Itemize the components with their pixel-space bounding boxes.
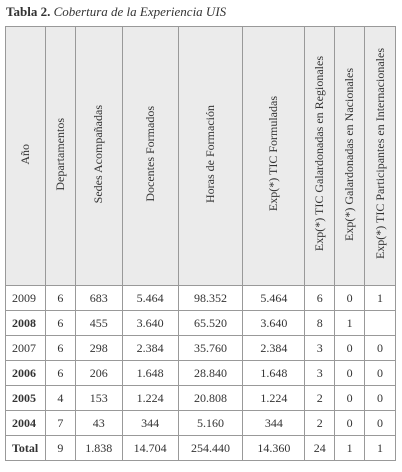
table-cell: 98.352 bbox=[177, 285, 244, 311]
coverage-table: Año Departamentos Sedes Acompañadas Docente… bbox=[5, 26, 396, 461]
table-cell: 24 bbox=[304, 435, 336, 461]
table-row: 2009 6 683 5.464 98.352 5.464 6 0 1 bbox=[5, 285, 396, 311]
table-cell: 0 bbox=[364, 385, 396, 411]
table-cell: 254.440 bbox=[177, 435, 244, 461]
table-cell: 0 bbox=[334, 385, 366, 411]
table-cell: 0 bbox=[364, 335, 396, 361]
table-cell: 14.360 bbox=[242, 435, 306, 461]
column-header: Exp(*) TIC Galardonadas en Regionales bbox=[304, 26, 336, 286]
table-cell: 455 bbox=[74, 310, 123, 336]
table-row: 2006 6 206 1.648 28.840 1.648 3 0 0 bbox=[5, 360, 396, 386]
table-cell: 6 bbox=[304, 285, 336, 311]
table-cell: 0 bbox=[364, 410, 396, 436]
table-cell: 1 bbox=[334, 310, 366, 336]
table-cell: 2.384 bbox=[242, 335, 306, 361]
table-cell: 3.640 bbox=[121, 310, 179, 336]
table-cell: 1 bbox=[364, 435, 396, 461]
table-cell: 4 bbox=[44, 385, 76, 411]
column-header-text: Horas de Formación bbox=[203, 105, 217, 203]
table-cell: 7 bbox=[44, 410, 76, 436]
column-header: Año bbox=[5, 26, 46, 286]
table-cell: 2 bbox=[304, 410, 336, 436]
table-cell: 2004 bbox=[5, 410, 46, 436]
header-row: Año Departamentos Sedes Acompañadas Docente… bbox=[5, 26, 396, 286]
table-cell: 0 bbox=[364, 360, 396, 386]
caption-text: Cobertura de la Experiencia UIS bbox=[53, 4, 227, 19]
table-cell: 14.704 bbox=[121, 435, 179, 461]
table-cell: 5.464 bbox=[121, 285, 179, 311]
table-cell: 344 bbox=[242, 410, 306, 436]
table-cell: 344 bbox=[121, 410, 179, 436]
table-cell: 3 bbox=[304, 360, 336, 386]
column-header: Exp(*) Galardonadas en Nacionales bbox=[334, 26, 366, 286]
table-cell: 683 bbox=[74, 285, 123, 311]
table-cell: 2007 bbox=[5, 335, 46, 361]
table-cell: 20.808 bbox=[177, 385, 244, 411]
table-cell bbox=[364, 310, 396, 336]
column-header: Departamentos bbox=[44, 26, 76, 286]
column-header-text: Exp(*) TIC Participantes en Internaciona… bbox=[372, 48, 387, 260]
column-header-text: Año bbox=[17, 143, 32, 165]
table-cell: 1 bbox=[334, 435, 366, 461]
table-row: 2005 4 153 1.224 20.808 1.224 2 0 0 bbox=[5, 385, 396, 411]
table-cell: 298 bbox=[74, 335, 123, 361]
table-cell: 28.840 bbox=[177, 360, 244, 386]
column-header-text: Sedes Acompañadas bbox=[91, 104, 106, 204]
table-cell: 6 bbox=[44, 285, 76, 311]
table-cell: 8 bbox=[304, 310, 336, 336]
table-cell: 1.224 bbox=[121, 385, 179, 411]
table-row: 2004 7 43 344 5.160 344 2 0 0 bbox=[5, 410, 396, 436]
table-cell: 2006 bbox=[5, 360, 46, 386]
table-cell: 6 bbox=[44, 360, 76, 386]
table-cell: 3 bbox=[304, 335, 336, 361]
column-header: Docentes Formados bbox=[121, 26, 179, 286]
table-cell: 5.160 bbox=[177, 410, 244, 436]
table-body: 2009 6 683 5.464 98.352 5.464 6 0 1 2008 6 455 3.640… bbox=[5, 285, 396, 461]
table-cell: 2008 bbox=[5, 310, 46, 336]
table-cell: 2009 bbox=[5, 285, 46, 311]
table-cell: 1.838 bbox=[74, 435, 123, 461]
table-cell: 1.648 bbox=[242, 360, 306, 386]
table-cell: 2005 bbox=[5, 385, 46, 411]
table-row: 2008 6 455 3.640 65.520 3.640 8 1 bbox=[5, 310, 396, 336]
column-header-text: Departamentos bbox=[52, 117, 67, 191]
table-cell: Total bbox=[5, 435, 46, 461]
table-row: 2007 6 298 2.384 35.760 2.384 3 0 0 bbox=[5, 335, 396, 361]
table-cell: 5.464 bbox=[242, 285, 306, 311]
column-header: Exp(*) TIC Formuladas bbox=[242, 26, 306, 286]
table-row: Total 9 1.838 14.704 254.440 14.360 24 1 1 bbox=[5, 435, 396, 461]
table-cell: 0 bbox=[334, 335, 366, 361]
table-cell: 3.640 bbox=[242, 310, 306, 336]
table-cell: 43 bbox=[74, 410, 123, 436]
table-cell: 0 bbox=[334, 410, 366, 436]
column-header: Exp(*) TIC Participantes en Internaciona… bbox=[364, 26, 396, 286]
table-cell: 2 bbox=[304, 385, 336, 411]
column-header-text: Docentes Formados bbox=[142, 106, 157, 202]
column-header: Sedes Acompañadas bbox=[74, 26, 123, 286]
table-cell: 206 bbox=[74, 360, 123, 386]
table-cell: 35.760 bbox=[177, 335, 244, 361]
table-cell: 0 bbox=[334, 360, 366, 386]
table-cell: 1.224 bbox=[242, 385, 306, 411]
table-cell: 1.648 bbox=[121, 360, 179, 386]
table-cell: 2.384 bbox=[121, 335, 179, 361]
column-header-text: Exp(*) TIC Galardonadas en Regionales bbox=[312, 56, 327, 252]
table-caption: Tabla 2. Cobertura de la Experiencia UIS bbox=[6, 4, 226, 20]
caption-label: Tabla 2. bbox=[6, 4, 51, 19]
table-cell: 1 bbox=[364, 285, 396, 311]
column-header: Horas de Formación bbox=[177, 26, 244, 286]
table-cell: 0 bbox=[334, 285, 366, 311]
table-cell: 9 bbox=[44, 435, 76, 461]
column-header-text: Exp(*) TIC Formuladas bbox=[266, 96, 281, 212]
table-cell: 153 bbox=[74, 385, 123, 411]
table-cell: 65.520 bbox=[177, 310, 244, 336]
column-header-text: Exp(*) Galardonadas en Nacionales bbox=[342, 67, 357, 241]
table-cell: 6 bbox=[44, 335, 76, 361]
table-cell: 6 bbox=[44, 310, 76, 336]
